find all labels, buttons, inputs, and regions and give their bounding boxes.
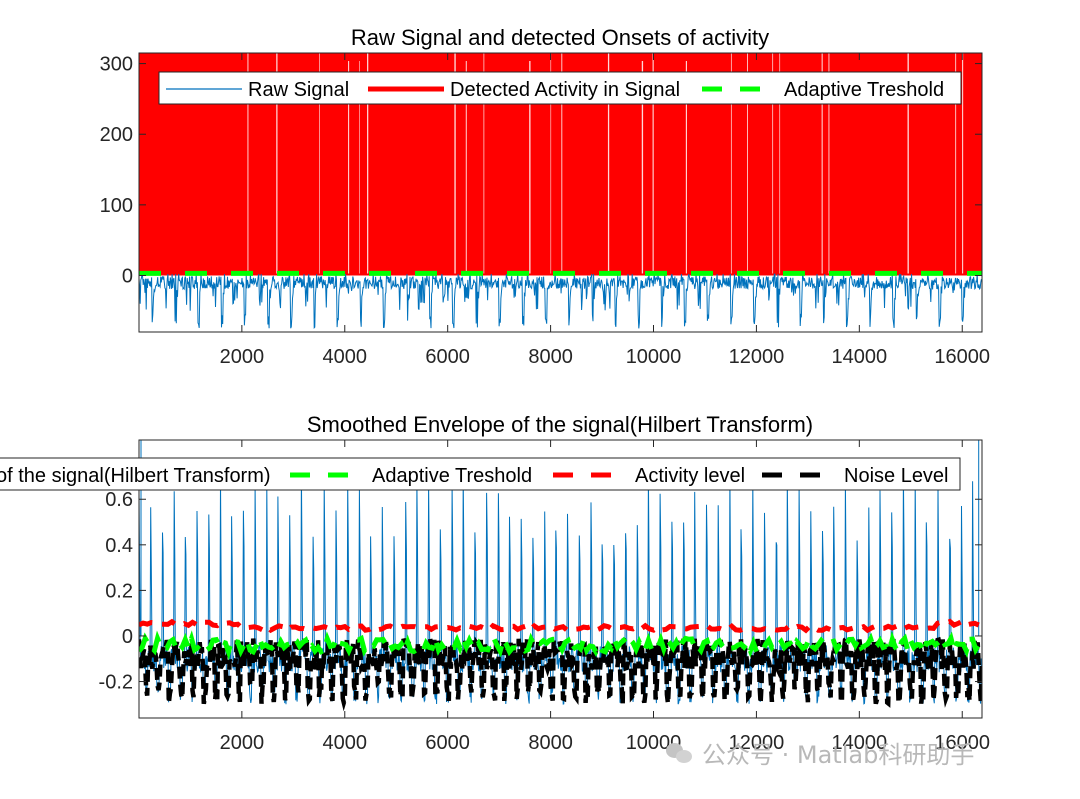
legend-label: Adaptive Treshold xyxy=(784,79,944,101)
activity-level-line xyxy=(139,618,980,634)
x-tick-label: 2000 xyxy=(220,346,265,368)
chart-title-1: Raw Signal and detected Onsets of activi… xyxy=(351,25,769,50)
legend-box xyxy=(158,71,962,105)
legend-label: Activity level xyxy=(635,465,745,487)
legend-2: of the signal(Hilbert Transform) Adaptive… xyxy=(0,457,961,491)
x-tick-label: 16000 xyxy=(934,346,990,368)
y-tick-label: 0 xyxy=(122,265,133,287)
y-tick-label: 100 xyxy=(100,195,133,217)
x-tick-label: 2000 xyxy=(220,732,265,754)
y-tick-label: 200 xyxy=(100,124,133,146)
legend-label: Raw Signal xyxy=(248,79,349,101)
y-tick-label: 0.6 xyxy=(105,489,133,511)
subplot-raw-signal: 2000 4000 6000 8000 10000 12000 14000 16000 0 100… xyxy=(100,25,990,368)
wechat-icon xyxy=(666,741,694,765)
y-tick-label: 0 xyxy=(122,626,133,648)
adaptive-threshold-line-2 xyxy=(139,630,982,661)
x-tick-label: 6000 xyxy=(425,732,470,754)
y-tick-label: 300 xyxy=(100,54,133,76)
x-tick-label: 14000 xyxy=(832,346,888,368)
legend-label: of the signal(Hilbert Transform) xyxy=(0,465,271,487)
x-tick-label: 8000 xyxy=(528,346,573,368)
x-tick-label: 12000 xyxy=(729,732,785,754)
axes-box-1 xyxy=(138,52,983,333)
subplot-envelope: 2000 4000 6000 8000 10000 12000 14000 16000-0.2… xyxy=(0,412,990,754)
legend-label: Noise Level xyxy=(844,465,949,487)
y-tick-label: 0.4 xyxy=(105,535,133,557)
y-tick-label: 0.2 xyxy=(105,580,133,602)
legend-1: Raw Signal Detected Activity in Signal Ada… xyxy=(158,71,962,105)
y-tick-label: -0.2 xyxy=(99,672,133,694)
chart-title-2: Smoothed Envelope of the signal(Hilbert … xyxy=(307,412,813,437)
x-tick-label: 10000 xyxy=(626,346,682,368)
x-tick-label: 4000 xyxy=(323,732,368,754)
x-tick-label: 16000 xyxy=(934,732,990,754)
raw-signal-line xyxy=(139,273,982,329)
x-tick-label: 4000 xyxy=(323,346,368,368)
watermark-text: 公众号 · Matlab科研助手 xyxy=(702,741,975,769)
x-tick-label: 14000 xyxy=(832,732,888,754)
legend-label: Adaptive Treshold xyxy=(372,465,532,487)
x-tick-label: 6000 xyxy=(425,346,470,368)
legend-label: Detected Activity in Signal xyxy=(450,79,680,101)
watermark: 公众号 · Matlab科研助手 xyxy=(666,735,974,770)
x-tick-label: 12000 xyxy=(729,346,785,368)
axes-box-2 xyxy=(138,439,983,719)
x-tick-label: 8000 xyxy=(528,732,573,754)
